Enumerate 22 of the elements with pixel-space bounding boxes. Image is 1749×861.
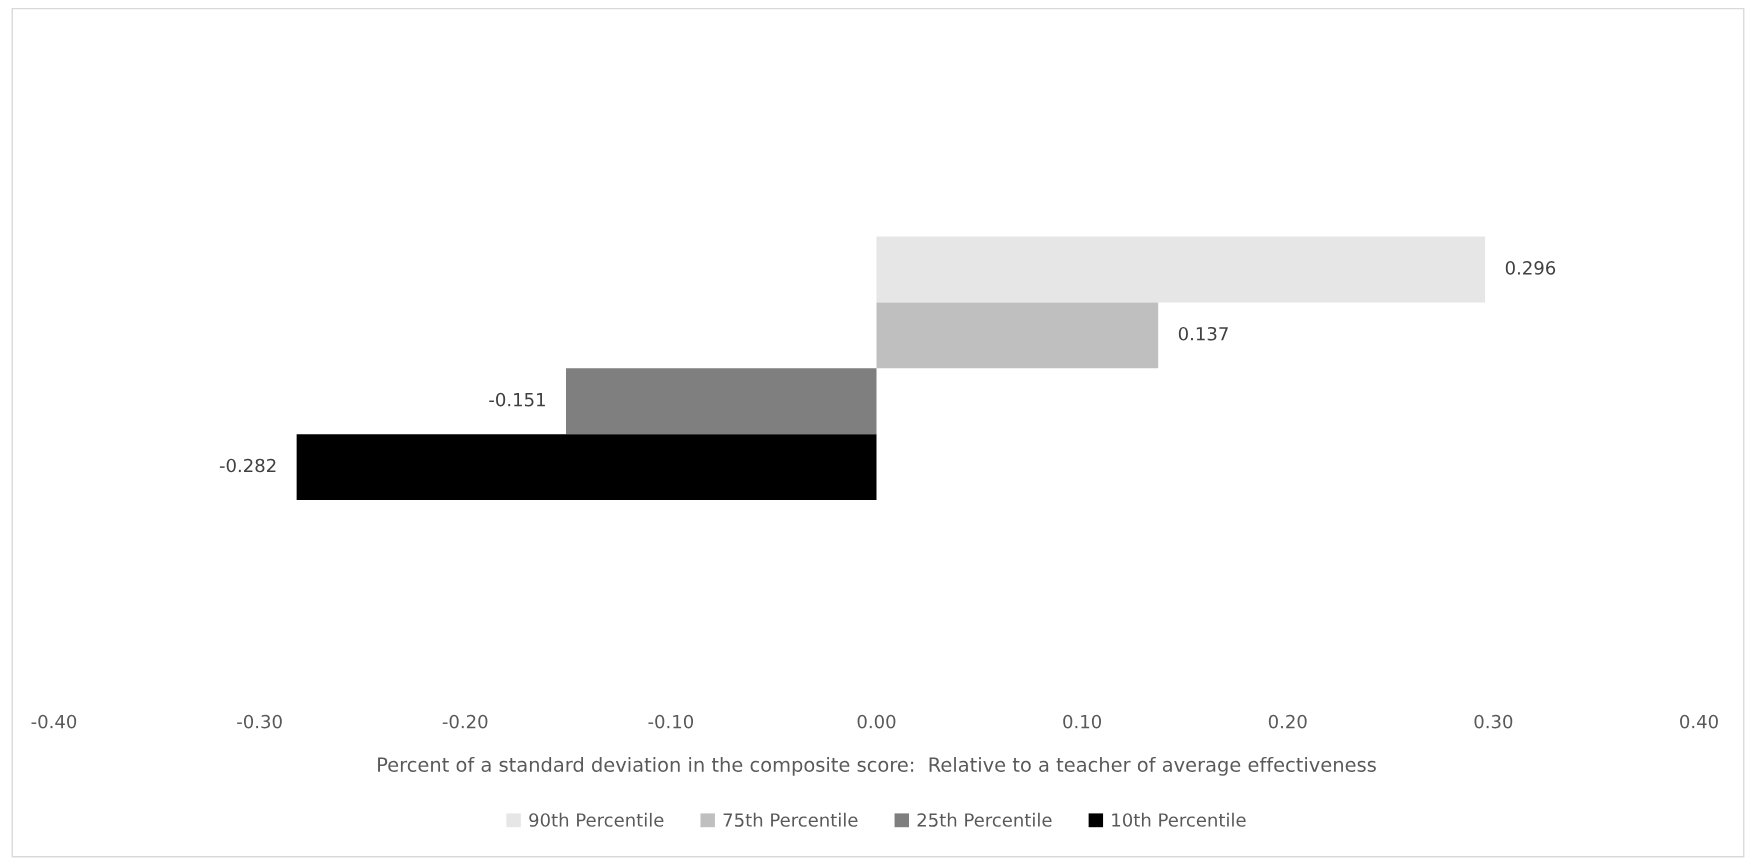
bar — [876, 302, 1159, 369]
x-tick-label: 0.00 — [857, 714, 896, 729]
data-label: -0.282 — [219, 458, 276, 473]
legend-label: 90th Percentile — [529, 812, 664, 827]
data-label: 0.137 — [1178, 326, 1228, 341]
data-label: -0.151 — [489, 392, 545, 407]
x-tick-label: 0.10 — [1063, 714, 1102, 729]
x-tick-label: 0.20 — [1268, 714, 1307, 729]
bar — [296, 434, 877, 501]
x-axis-title: Percent of a standard deviation in the composite score: Relative to a teacher of average effectiveness — [378, 756, 1376, 776]
legend-label: 25th Percentile — [917, 812, 1052, 827]
x-tick-label: -0.30 — [237, 714, 282, 729]
data-label: 0.296 — [1505, 261, 1556, 275]
legend-label: 10th Percentile — [1112, 812, 1246, 827]
legend-label: 75th Percentile — [723, 812, 858, 827]
x-tick-label: 0.30 — [1474, 714, 1513, 729]
x-tick-label: 0.40 — [1680, 714, 1718, 729]
x-tick-label: -0.20 — [442, 714, 488, 729]
bar — [876, 236, 1486, 303]
x-tick-label: -0.10 — [648, 714, 694, 729]
x-tick-label: -0.40 — [31, 714, 77, 729]
bar — [566, 368, 877, 435]
